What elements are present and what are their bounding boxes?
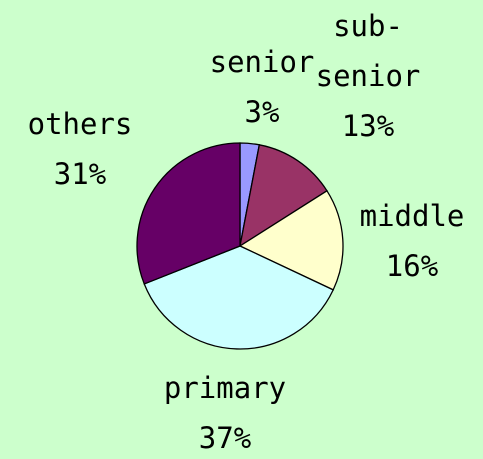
- slice-value-label: 16%: [386, 249, 438, 283]
- slice-value-label: 13%: [342, 109, 394, 143]
- slice-value-label: 37%: [199, 421, 251, 455]
- pie-slice: [238, 189, 344, 291]
- slice-label: middle: [360, 199, 465, 233]
- slice-value-label: 31%: [54, 157, 106, 191]
- pie-slice: [239, 144, 328, 248]
- slice-label: primary: [164, 371, 286, 405]
- slice-label: senior: [210, 45, 315, 79]
- slice-label: sub-senior: [316, 9, 421, 93]
- slice-value-label: 3%: [245, 95, 280, 129]
- slice-label: others: [28, 107, 133, 141]
- pie-slice: [143, 245, 335, 350]
- pie-slice: [136, 142, 241, 285]
